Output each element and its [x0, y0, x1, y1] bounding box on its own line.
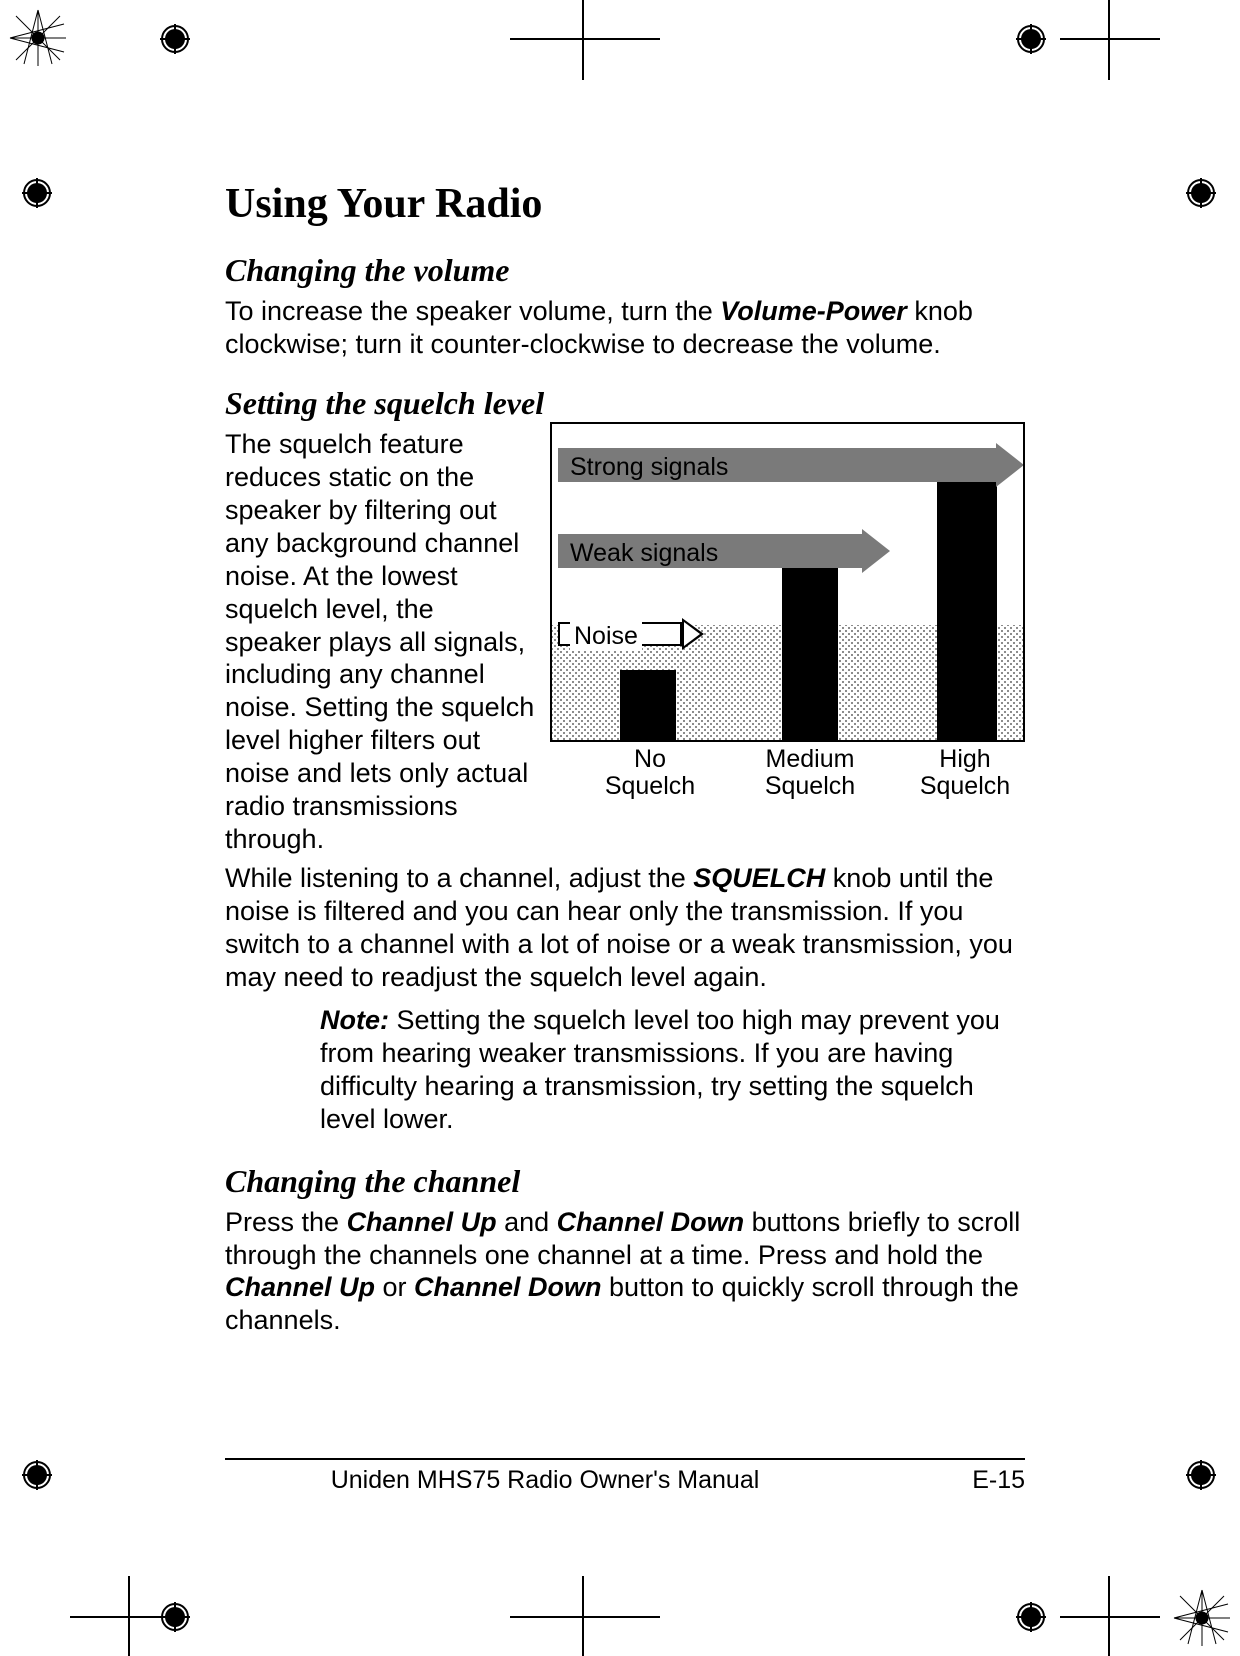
registration-mark-icon	[22, 1460, 52, 1490]
registration-mark-icon	[22, 178, 52, 208]
axis-medium-squelch: Medium Squelch	[745, 746, 875, 801]
sunburst-icon	[1172, 1588, 1232, 1648]
crop-mark	[70, 1616, 170, 1618]
section-squelch-heading: Setting the squelch level	[225, 385, 1025, 422]
crop-mark	[510, 38, 660, 40]
note-label: Note:	[320, 1005, 389, 1035]
volume-paragraph: To increase the speaker volume, turn the…	[225, 295, 1025, 361]
registration-mark-icon	[1016, 1602, 1046, 1632]
crop-mark	[1108, 0, 1110, 80]
crop-mark	[582, 0, 584, 80]
registration-mark-icon	[160, 24, 190, 54]
bar-no-squelch	[620, 670, 676, 740]
footer-page-number: E-15	[972, 1466, 1025, 1495]
text: Press the	[225, 1207, 347, 1237]
bar-medium-squelch	[782, 565, 838, 740]
channel-down-label-2: Channel Down	[414, 1272, 602, 1302]
axis-no-squelch: No Squelch	[590, 746, 710, 801]
squelch-figure: Strong signals Weak signals Noise No Squ…	[550, 422, 1025, 742]
registration-mark-icon	[1016, 24, 1046, 54]
channel-paragraph: Press the Channel Up and Channel Down bu…	[225, 1206, 1025, 1338]
page-title: Using Your Radio	[225, 180, 1025, 228]
channel-up-label-2: Channel Up	[225, 1272, 375, 1302]
crop-mark	[1060, 1616, 1160, 1618]
footer-title: Uniden MHS75 Radio Owner's Manual	[225, 1466, 865, 1495]
note-text: Setting the squelch level too high may p…	[320, 1005, 1000, 1134]
registration-mark-icon	[1186, 178, 1216, 208]
sunburst-icon	[8, 8, 68, 68]
section-channel-heading: Changing the channel	[225, 1163, 1025, 1200]
registration-mark-icon	[160, 1602, 190, 1632]
axis-high-squelch: High Squelch	[905, 746, 1025, 801]
note-block: Note: Setting the squelch level too high…	[320, 1004, 1000, 1136]
bar-high-squelch	[937, 475, 997, 740]
footer-rule	[225, 1458, 1025, 1460]
squelch-knob-label: SQUELCH	[693, 863, 825, 893]
strong-signals-label: Strong signals	[570, 453, 728, 482]
crop-mark	[582, 1576, 584, 1656]
squelch-paragraph-2: While listening to a channel, adjust the…	[225, 862, 1025, 994]
footer: Uniden MHS75 Radio Owner's Manual E-15	[225, 1466, 1025, 1495]
noise-label: Noise	[570, 622, 642, 651]
crop-mark	[1060, 38, 1160, 40]
text: To increase the speaker volume, turn the	[225, 296, 720, 326]
squelch-row: The squelch feature reduces static on th…	[225, 428, 1025, 856]
squelch-plot: Strong signals Weak signals Noise	[550, 422, 1025, 742]
registration-mark-icon	[1186, 1460, 1216, 1490]
text: While listening to a channel, adjust the	[225, 863, 693, 893]
weak-signals-label: Weak signals	[570, 539, 718, 568]
section-volume-heading: Changing the volume	[225, 252, 1025, 289]
channel-up-label: Channel Up	[347, 1207, 497, 1237]
volume-power-label: Volume-Power	[720, 296, 907, 326]
text: or	[375, 1272, 414, 1302]
channel-down-label: Channel Down	[557, 1207, 745, 1237]
squelch-paragraph: The squelch feature reduces static on th…	[225, 428, 535, 856]
text: and	[497, 1207, 557, 1237]
crop-mark	[510, 1616, 660, 1618]
page-content: Using Your Radio Changing the volume To …	[225, 180, 1025, 1341]
